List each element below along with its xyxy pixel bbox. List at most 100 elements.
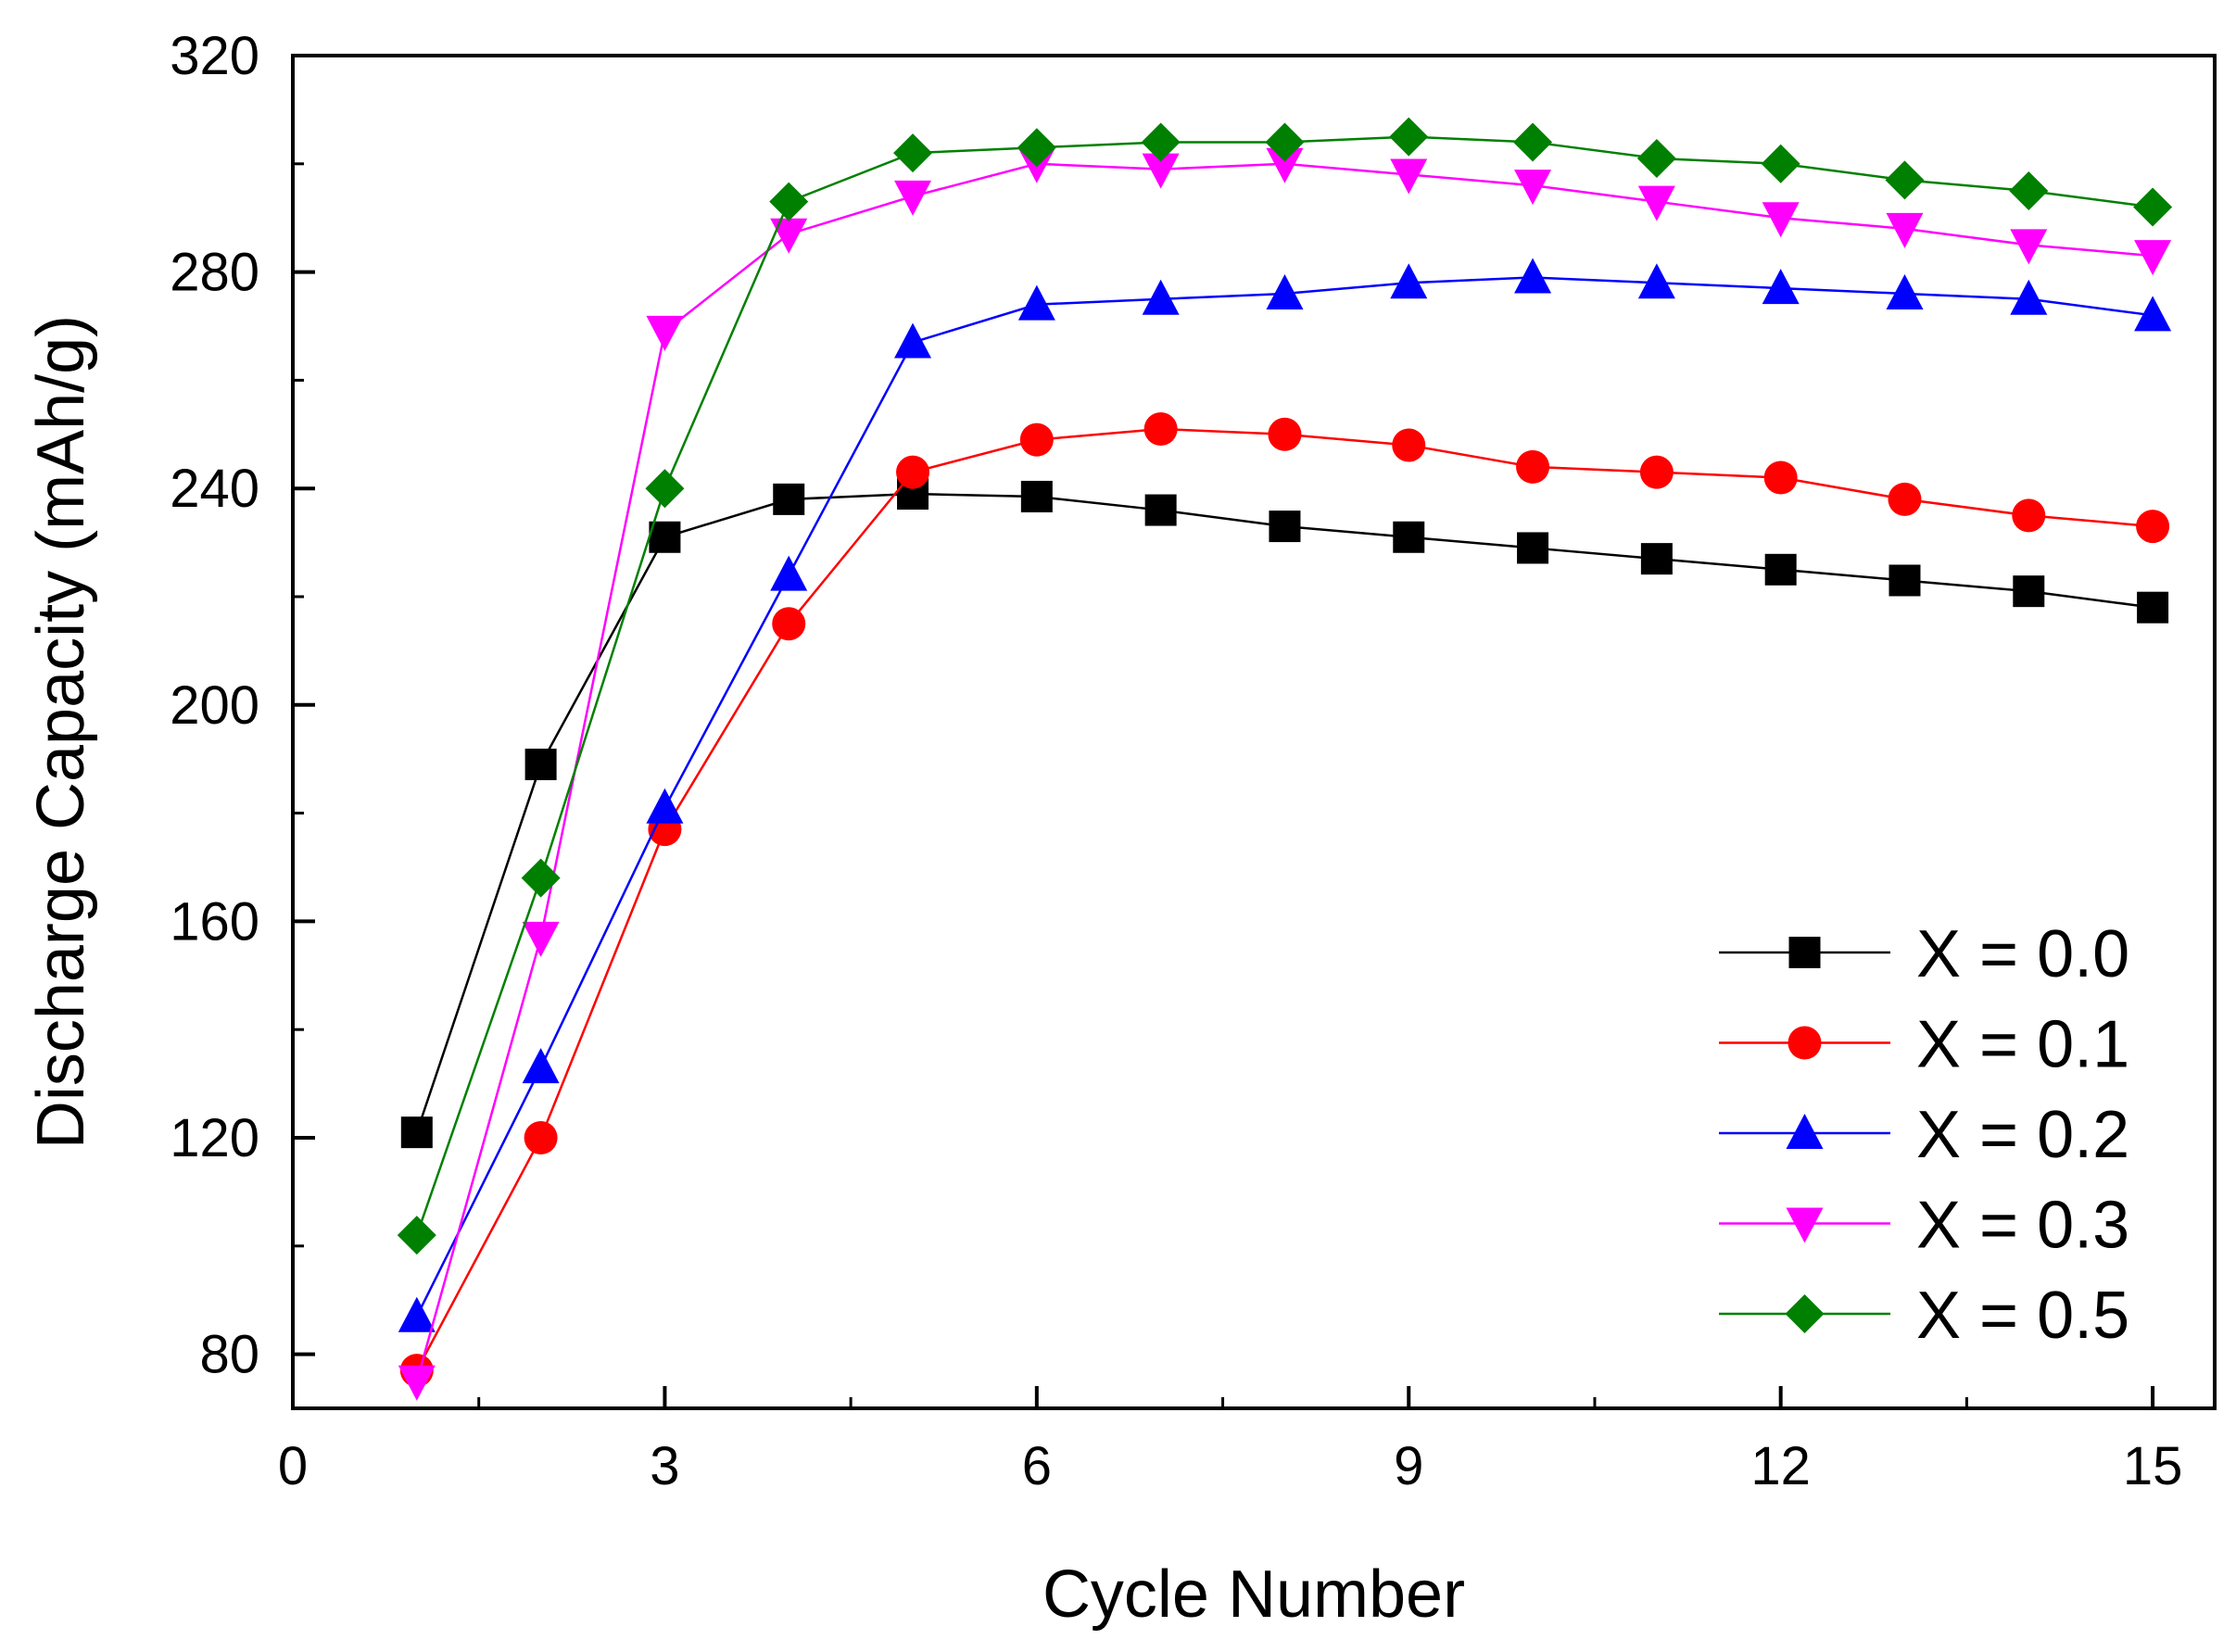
data-point — [1019, 422, 1054, 457]
data-point — [1020, 480, 1053, 512]
x-axis-title: Cycle Number — [1042, 1557, 1465, 1632]
x-tick-label: 12 — [1750, 1436, 1811, 1496]
data-point — [649, 521, 681, 553]
data-point — [2134, 240, 2172, 276]
data-point — [1637, 185, 1675, 221]
data-point — [1266, 273, 1304, 309]
legend-label: X = 0.2 — [1916, 1098, 2129, 1172]
data-point — [1886, 212, 1924, 248]
data-point — [398, 1365, 436, 1401]
x-tick-label: 9 — [1394, 1436, 1423, 1496]
legend-item: X = 0.5 — [1719, 1279, 2129, 1353]
data-point — [1763, 460, 1798, 495]
data-point — [1762, 202, 1800, 238]
plot-frame — [291, 54, 2217, 1410]
data-point — [1142, 279, 1180, 315]
legend-marker — [1785, 1294, 1825, 1333]
data-point — [1393, 521, 1425, 553]
data-point — [524, 749, 557, 781]
legend-label: X = 0.3 — [1916, 1189, 2129, 1263]
data-point — [1143, 411, 1178, 446]
legend-marker — [1786, 1114, 1824, 1149]
data-point — [398, 1296, 436, 1332]
data-point — [1761, 144, 1800, 183]
x-tick-label: 6 — [1022, 1436, 1052, 1496]
legend-marker — [1786, 1207, 1824, 1243]
data-point — [1517, 532, 1549, 564]
legend-marker — [1788, 1026, 1822, 1060]
data-point — [1144, 494, 1177, 526]
data-point — [1141, 122, 1181, 162]
data-point — [770, 218, 808, 254]
legend-label: X = 0.1 — [1916, 1008, 2129, 1082]
data-point — [522, 921, 560, 957]
data-point — [894, 322, 932, 359]
x-tick-label: 15 — [2123, 1436, 2183, 1496]
data-point — [1142, 153, 1180, 189]
data-point — [2012, 498, 2046, 533]
data-point — [772, 607, 806, 641]
data-point — [896, 455, 930, 489]
y-tick-label: 240 — [170, 459, 259, 519]
data-point — [1885, 160, 1925, 200]
y-axis-title: Discharge Capacity (mAh/g) — [24, 315, 98, 1149]
data-point — [2010, 279, 2048, 315]
data-point — [770, 555, 808, 591]
data-point — [2134, 296, 2172, 332]
data-point — [2013, 575, 2045, 608]
data-point — [773, 483, 805, 515]
series-02 — [398, 258, 2172, 1332]
data-point — [1513, 122, 1553, 162]
data-point — [524, 1121, 558, 1154]
x-tick-label: 3 — [650, 1436, 679, 1496]
legend-label: X = 0.5 — [1916, 1279, 2129, 1353]
data-point — [1639, 455, 1674, 489]
legend-marker — [1788, 937, 1821, 968]
data-point — [1266, 147, 1304, 183]
legend-item: X = 0.2 — [1719, 1098, 2129, 1172]
data-point — [1886, 273, 1924, 309]
data-point — [1269, 511, 1301, 543]
data-point — [2133, 187, 2173, 227]
x-tick-label: 0 — [278, 1436, 308, 1496]
data-point — [894, 180, 932, 216]
data-point — [1265, 122, 1305, 162]
legend-item: X = 0.0 — [1719, 917, 2129, 991]
data-point — [1017, 284, 1055, 321]
data-point — [1637, 263, 1675, 299]
data-point — [1640, 543, 1673, 575]
data-point — [1514, 170, 1552, 206]
data-point — [1389, 117, 1429, 157]
data-point — [1516, 449, 1550, 484]
series-layer — [397, 117, 2173, 1401]
data-point — [646, 788, 684, 824]
legend-item: X = 0.1 — [1719, 1008, 2129, 1082]
series-00 — [400, 478, 2169, 1149]
data-point — [2010, 229, 2048, 265]
data-point — [1514, 258, 1552, 294]
y-tick-label: 160 — [170, 891, 259, 952]
data-point — [1392, 428, 1426, 462]
axis-ticks: 0 3 6 9 12 15 80 120 160 200 240 280 320 — [170, 26, 2182, 1496]
data-point — [1390, 158, 1428, 195]
data-point — [893, 133, 933, 173]
data-point — [522, 1048, 560, 1084]
series-line — [415, 162, 2154, 1382]
data-point — [1762, 269, 1800, 305]
y-tick-label: 320 — [170, 26, 259, 86]
y-tick-label: 120 — [170, 1108, 259, 1168]
data-point — [1764, 553, 1797, 586]
data-point — [1390, 263, 1428, 299]
series-01 — [399, 411, 2170, 1388]
data-point — [645, 469, 685, 509]
y-tick-label: 80 — [199, 1325, 259, 1385]
data-point — [1889, 564, 1921, 597]
data-point — [521, 858, 561, 898]
legend-label: X = 0.0 — [1916, 917, 2129, 991]
data-point — [2137, 591, 2169, 624]
data-point — [2136, 510, 2170, 544]
series-03 — [398, 147, 2172, 1401]
data-point — [646, 315, 684, 351]
legend: X = 0.0 X = 0.1 X = 0.2 X = 0.3 X = 0.5 — [1719, 917, 2129, 1353]
